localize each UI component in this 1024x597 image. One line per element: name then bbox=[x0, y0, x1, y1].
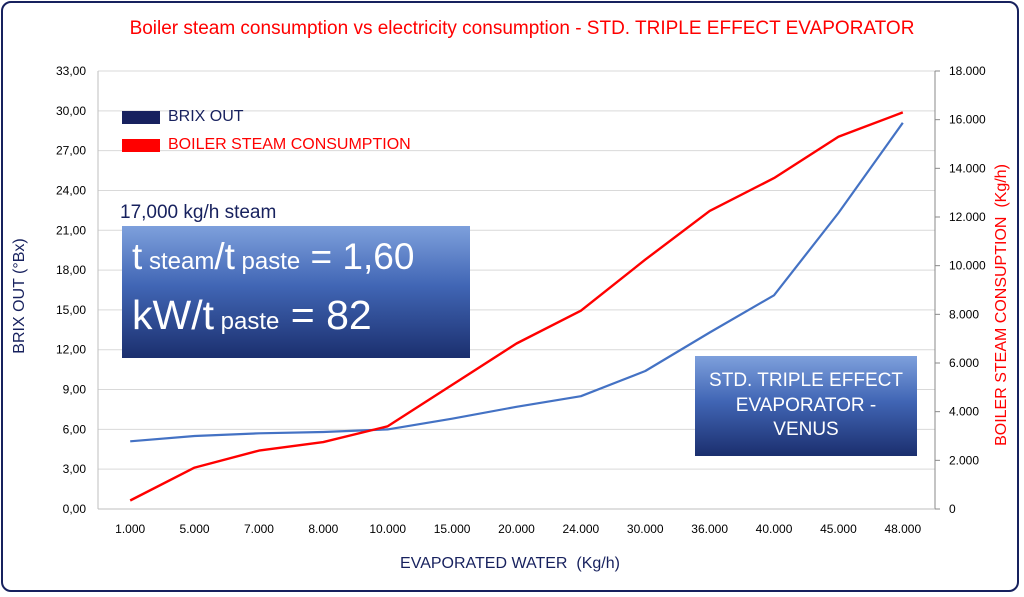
ratio-slash-t: /t bbox=[214, 236, 235, 277]
kw-ratio-line: kW/t paste = 82 bbox=[132, 295, 460, 336]
y-axis-label-right: BOILER STEAM CONSUPTION (Kg/h) bbox=[993, 164, 1010, 446]
x-tick-label: 15.000 bbox=[434, 522, 471, 536]
left-tick-label: 27,00 bbox=[56, 144, 86, 158]
left-axis-ticks: 0,00 3,00 6,00 9,00 12,00 15,00 18,00 21,00 24,0… bbox=[56, 64, 86, 516]
x-tick-label: 30.000 bbox=[627, 522, 664, 536]
steam-ratio-line: t steam/t paste = 1,60 bbox=[132, 238, 460, 275]
right-tick-label: 10.000 bbox=[949, 259, 986, 273]
chart-title: Boiler steam consumption vs electricity … bbox=[130, 18, 915, 39]
series-lines bbox=[129, 111, 904, 502]
right-tick-label: 14.000 bbox=[949, 161, 986, 175]
x-tick-label: 20.000 bbox=[498, 522, 535, 536]
kw-value: = 82 bbox=[279, 292, 372, 338]
right-tick-label: 0 bbox=[949, 502, 956, 516]
x-axis-label: EVAPORATED WATER (Kg/h) bbox=[400, 555, 620, 572]
x-tick-label: 48.000 bbox=[884, 522, 921, 536]
left-tick-label: 0,00 bbox=[63, 502, 87, 516]
legend-label-brix: BRIX OUT bbox=[168, 108, 244, 125]
left-tick-label: 15,00 bbox=[56, 303, 86, 317]
legend-swatch-brix bbox=[122, 110, 160, 124]
steam-note: 17,000 kg/h steam bbox=[120, 202, 277, 223]
left-tick-label: 21,00 bbox=[56, 223, 86, 237]
ratio-box: t steam/t paste = 1,60 kW/t paste = 82 bbox=[122, 226, 470, 358]
x-tick-label: 40.000 bbox=[756, 522, 793, 536]
left-tick-label: 9,00 bbox=[63, 383, 87, 397]
x-tick-label: 45.000 bbox=[820, 522, 857, 536]
ratio-paste-sub: paste bbox=[234, 248, 301, 275]
left-tick-label: 3,00 bbox=[63, 462, 87, 476]
left-tick-label: 24,00 bbox=[56, 183, 86, 197]
series-line-brix-out bbox=[130, 122, 904, 443]
right-tick-label: 6.000 bbox=[949, 356, 979, 370]
x-tick-label: 10.000 bbox=[369, 522, 406, 536]
right-axis-ticks: 0 2.000 4.000 6.000 8.000 10.000 12.000 14.000 1… bbox=[935, 64, 986, 516]
left-tick-label: 18,00 bbox=[56, 263, 86, 277]
right-tick-label: 12.000 bbox=[949, 210, 986, 224]
kw-paste-sub: paste bbox=[213, 308, 280, 335]
legend-item-steam: BOILER STEAM CONSUMPTION bbox=[122, 136, 411, 154]
ratio-value: = 1,60 bbox=[300, 236, 415, 277]
right-tick-label: 18.000 bbox=[949, 64, 986, 78]
x-tick-label: 36.000 bbox=[691, 522, 728, 536]
series-line-steam-consumption bbox=[129, 111, 904, 502]
evaporator-box: STD. TRIPLE EFFECT EVAPORATOR - VENUS bbox=[695, 356, 917, 456]
y-axis-label-left: BRIX OUT (°Bx) bbox=[11, 238, 28, 353]
x-tick-label: 1.000 bbox=[115, 522, 145, 536]
right-tick-label: 2.000 bbox=[949, 453, 979, 467]
ratio-steam-sub: steam bbox=[142, 248, 215, 275]
legend-label-steam: BOILER STEAM CONSUMPTION bbox=[168, 136, 411, 153]
right-tick-label: 16.000 bbox=[949, 113, 986, 127]
legend-item-brix: BRIX OUT bbox=[122, 108, 244, 126]
left-tick-label: 12,00 bbox=[56, 343, 86, 357]
right-tick-label: 4.000 bbox=[949, 405, 979, 419]
ratio-t: t bbox=[132, 236, 143, 277]
left-tick-label: 6,00 bbox=[63, 422, 87, 436]
x-axis-ticks: 1.000 5.000 7.000 8.000 10.000 15.000 20.000 24… bbox=[115, 522, 921, 536]
right-tick-label: 8.000 bbox=[949, 307, 979, 321]
x-tick-label: 8.000 bbox=[308, 522, 338, 536]
x-tick-label: 5.000 bbox=[180, 522, 210, 536]
x-tick-label: 7.000 bbox=[244, 522, 274, 536]
evaporator-label: STD. TRIPLE EFFECT EVAPORATOR - VENUS bbox=[709, 369, 903, 441]
left-tick-label: 33,00 bbox=[56, 64, 86, 78]
left-tick-label: 30,00 bbox=[56, 104, 86, 118]
kw-t: kW/t bbox=[132, 292, 214, 338]
legend-swatch-steam bbox=[122, 138, 160, 152]
x-tick-label: 24.000 bbox=[563, 522, 600, 536]
